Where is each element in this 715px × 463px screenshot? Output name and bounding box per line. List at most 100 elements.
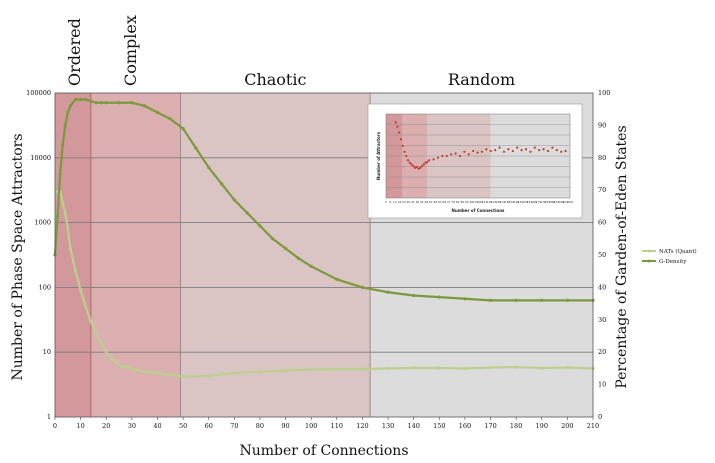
series-0-point xyxy=(181,375,185,379)
y-right-tick-label-80: 80 xyxy=(598,154,606,162)
series-1-point xyxy=(84,97,88,102)
series-1-point xyxy=(437,295,441,299)
inset-y-axis-label: Number of Attractors xyxy=(376,131,381,180)
inset-point xyxy=(415,165,418,169)
inset-point xyxy=(524,148,528,151)
inset-point xyxy=(426,160,429,163)
inset-x-tick-label: 131 xyxy=(500,200,506,204)
inset-point xyxy=(428,159,431,162)
inset-x-tick-label: 206 xyxy=(567,200,573,204)
inset-point xyxy=(450,153,453,156)
y-left-tick-label-10: 10 xyxy=(43,348,51,356)
series-0-point xyxy=(412,366,416,370)
series-1-point xyxy=(219,182,224,186)
series-0-point xyxy=(565,365,569,370)
series-1-point xyxy=(245,211,249,215)
inset-x-tick-label: 21 xyxy=(402,200,406,204)
series-1-point xyxy=(463,297,467,301)
inset-x-tick-label: 146 xyxy=(513,200,519,204)
inset-point xyxy=(560,150,563,153)
inset-x-tick-label: 191 xyxy=(554,200,560,204)
inset-point xyxy=(399,138,403,141)
inset-point xyxy=(564,149,567,153)
series-1-point xyxy=(73,97,78,102)
inset-x-tick-label: 156 xyxy=(522,200,528,204)
series-0-point xyxy=(114,360,119,364)
series-0-point xyxy=(488,365,493,370)
series-1-point xyxy=(412,293,416,298)
inset-x-tick-label: 46 xyxy=(424,200,428,204)
series-0-point xyxy=(514,365,518,369)
series-1-point xyxy=(104,101,108,105)
inset-x-tick-label: 41 xyxy=(420,200,424,204)
series-0-point xyxy=(309,367,313,372)
series-0-point xyxy=(109,356,113,361)
inset-point xyxy=(436,156,440,159)
x-tick-label-180: 180 xyxy=(510,422,522,430)
y-right-tick-label-0: 0 xyxy=(598,413,602,421)
series-1-point xyxy=(194,146,198,150)
series-1-point xyxy=(99,101,103,105)
inset-point xyxy=(413,166,417,169)
inset-x-tick-label: 116 xyxy=(486,200,492,204)
series-1-point xyxy=(335,277,339,281)
inset-x-tick-label: 31 xyxy=(411,200,415,204)
series-1-point xyxy=(386,290,390,294)
inset-x-tick-label: 151 xyxy=(518,200,524,204)
y-left-tick-label-100: 100 xyxy=(39,283,51,291)
series-0-point xyxy=(335,367,339,371)
series-0-point xyxy=(63,211,67,215)
y-axis-left-label: Number of Phase Space Attractors xyxy=(10,133,26,380)
inset-point xyxy=(441,154,444,158)
series-1-point xyxy=(63,123,67,127)
series-1-point xyxy=(94,101,98,105)
series-0-point xyxy=(463,366,467,371)
series-0-point xyxy=(232,371,236,375)
inset-x-tick-label: 1 xyxy=(385,200,387,204)
series-1-point xyxy=(79,97,83,102)
x-tick-label-200: 200 xyxy=(561,422,573,430)
x-tick-label-50: 50 xyxy=(179,422,187,430)
series-1-point xyxy=(168,117,172,121)
axes: 0 10 20 30 40 50 60 70 80 90 100 110 120 130 140 150 160… xyxy=(26,89,610,430)
legend-label-nats: NATs (Quant) xyxy=(659,248,697,255)
inset-point xyxy=(533,146,536,149)
series-1-point xyxy=(66,110,70,115)
inset-x-tick-label: 81 xyxy=(456,200,460,204)
inset-point xyxy=(480,150,484,153)
inset-point xyxy=(406,159,410,162)
inset-point xyxy=(445,154,448,158)
y-right-tick-label-20: 20 xyxy=(598,348,606,356)
inset-x-tick-label: 66 xyxy=(442,200,446,204)
inset-chart: 1 6 11 16 21 26 31 36 41 46 51 56 61 66 71 76 81 86 91 96 10… xyxy=(367,103,583,219)
x-tick-label-70: 70 xyxy=(230,422,238,430)
x-tick-label-140: 140 xyxy=(407,422,419,430)
x-tick-label-110: 110 xyxy=(331,422,343,430)
series-1-point xyxy=(130,101,134,105)
x-tick-label-0: 0 xyxy=(53,422,57,430)
y-left-tick-label-10000: 10000 xyxy=(30,154,51,162)
x-tick-label-10: 10 xyxy=(76,422,84,430)
inset-point xyxy=(507,148,510,151)
y-right-tick-label-40: 40 xyxy=(598,283,606,291)
inset-point xyxy=(538,149,541,152)
series-0-point xyxy=(89,319,93,323)
inset-point xyxy=(546,149,550,153)
inset-x-tick-label: 181 xyxy=(545,200,551,204)
series-1-point xyxy=(181,127,185,131)
inset-plot-frame xyxy=(385,113,571,199)
series-1-point xyxy=(68,104,72,108)
inset-x-tick-label: 86 xyxy=(460,200,464,204)
inset-point xyxy=(405,154,408,158)
inset-point xyxy=(551,146,554,149)
region-label-chaotic: Chaotic xyxy=(244,70,306,89)
inset-point xyxy=(511,149,514,153)
inset-point xyxy=(516,146,519,149)
inset-x-tick-label: 171 xyxy=(536,200,542,204)
inset-x-tick-label: 56 xyxy=(433,200,437,204)
series-0-point xyxy=(99,341,103,345)
x-tick-label-100: 100 xyxy=(305,422,317,430)
inset-x-tick-label: 111 xyxy=(482,200,488,204)
series-0-point xyxy=(258,370,262,374)
